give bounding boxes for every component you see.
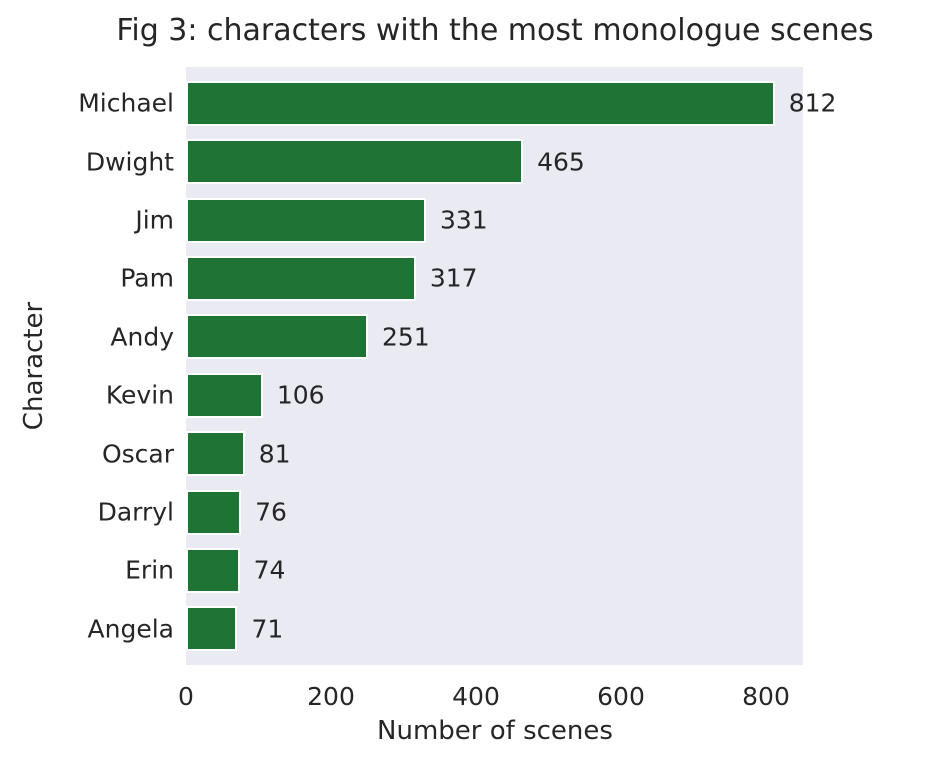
x-tick-label-800: 800 [742,682,790,711]
bar-value-label-andy: 251 [381,322,430,352]
bar-kevin [186,372,263,418]
y-tick-label-darryl: Darryl [97,497,174,527]
plot-area: 812 465 331 317 251 106 81 76 74 71 [186,67,836,665]
y-tick-label-michael: Michael [78,88,174,118]
bar-angela [186,606,238,652]
bar-value-label-michael: 812 [788,88,837,118]
bar-value-label-jim: 331 [439,205,488,235]
bar-oscar [186,431,245,477]
bar-value-label-darryl: 76 [255,497,287,527]
bar-value-label-oscar: 81 [258,439,291,469]
bar-andy [186,314,368,360]
y-tick-label-kevin: Kevin [105,380,174,410]
y-tick-label-angela: Angela [87,614,174,644]
y-axis-label: Character [19,301,49,431]
bar-value-label-erin: 74 [253,555,286,585]
bar-value-label-pam: 317 [429,263,478,293]
chart-title: Fig 3: characters with the most monologu… [116,13,874,48]
bar-dwight [186,139,524,185]
bar-jim [186,197,426,243]
x-tick-label-200: 200 [307,682,355,711]
x-tick-label-600: 600 [597,682,645,711]
bar-michael [186,80,775,126]
x-axis-label: Number of scenes [377,716,613,746]
bar-darryl [186,489,242,535]
bar-pam [186,255,416,301]
y-tick-label-oscar: Oscar [101,439,174,469]
bar-value-label-dwight: 465 [537,147,585,177]
x-tick-label-400: 400 [452,682,500,711]
y-tick-label-andy: Andy [110,322,174,352]
y-tick-label-pam: Pam [120,263,174,293]
y-tick-label-dwight: Dwight [85,147,174,177]
y-tick-label-erin: Erin [125,555,174,585]
bar-value-label-kevin: 106 [276,380,325,410]
bar-value-label-angela: 71 [251,614,284,644]
bar-erin [186,547,240,593]
x-tick-label-0: 0 [178,682,194,711]
y-tick-label-jim: Jim [135,205,174,235]
